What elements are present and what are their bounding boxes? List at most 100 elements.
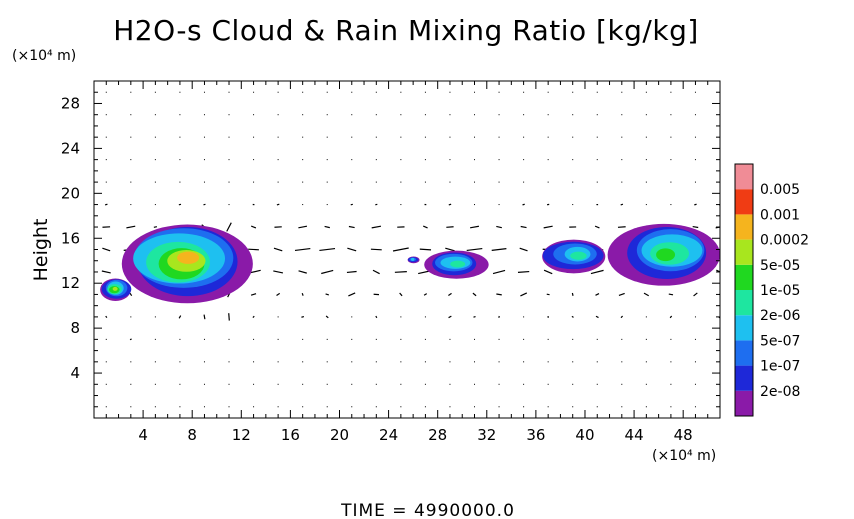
wind-dot [596,91,598,93]
wind-arrow [620,203,624,206]
wind-dot [302,204,304,206]
wind-dot [424,159,426,161]
wind-dot [203,383,205,385]
wind-dot [498,91,500,93]
wind-arrow [325,315,329,319]
wind-dot [302,383,304,385]
wind-dot [375,114,377,116]
wind-dot [572,383,574,385]
wind-arrow [321,269,334,275]
wind-dot [694,114,696,116]
wind-arrow [375,315,378,319]
wind-arrow [273,270,284,274]
wind-arrow [466,247,483,252]
wind-dot [277,338,279,340]
wind-dot [302,91,304,93]
wind-dot [351,316,353,318]
wind-dot [351,114,353,116]
wind-arrow [250,225,257,229]
wind-dot [498,136,500,138]
colorbar-label: 5e-07 [760,333,800,349]
wind-dot [400,361,402,363]
wind-dot [523,383,525,385]
wind-arrow [105,315,108,319]
wind-arrow [669,315,673,319]
wind-dot [228,114,230,116]
wind-dot [105,383,107,385]
wind-dot [449,338,451,340]
wind-dot [203,406,205,408]
wind-dot [572,204,574,206]
x-tick-label: 36 [526,426,545,444]
wind-dot [645,316,647,318]
wind-dot [400,204,402,206]
wind-arrow [522,203,525,206]
colorbar-swatch [735,164,753,190]
wind-dot [326,204,328,206]
wind-dot [694,91,696,93]
wind-dot [694,406,696,408]
wind-dot [130,91,132,93]
wind-dot [400,338,402,340]
wind-dot [474,136,476,138]
wind-dot [105,406,107,408]
wind-dot [375,338,377,340]
wind-dot [547,383,549,385]
wind-dot [424,316,426,318]
wind-dot [474,181,476,183]
wind-dot [645,114,647,116]
wind-dot [424,181,426,183]
wind-dot [474,91,476,93]
wind-arrow [392,247,409,252]
wind-dot [694,383,696,385]
wind-arrow [301,315,305,318]
wind-dot [424,361,426,363]
wind-arrow [370,248,382,251]
colorbar-swatch [735,290,753,316]
cloud-contour [177,251,200,264]
wind-arrow [273,247,283,252]
wind-arrow [346,270,357,274]
x-tick-label: 40 [575,426,594,444]
wind-arrow [419,248,432,251]
wind-dot [424,136,426,138]
wind-dot [203,338,205,340]
wind-dot [670,181,672,183]
wind-dot [203,114,205,116]
wind-dot [154,159,156,161]
wind-dot [449,361,451,363]
wind-dot [449,383,451,385]
wind-dot [694,361,696,363]
wind-dot [694,338,696,340]
wind-dot [474,204,476,206]
wind-dot [572,136,574,138]
wind-arrow [298,270,307,274]
wind-dot [302,159,304,161]
wind-arrow [371,225,382,229]
wind-dot [645,406,647,408]
wind-dot [596,114,598,116]
wind-dot [351,361,353,363]
wind-dot [351,338,353,340]
wind-dot [203,91,205,93]
colorbar-label: 2e-08 [760,384,800,400]
wind-dot [474,159,476,161]
colorbar-swatch [735,264,753,290]
colorbar-swatch [735,390,753,416]
wind-dot [179,338,181,340]
wind-dot [645,91,647,93]
wind-dot [572,361,574,363]
wind-dot [154,338,156,340]
wind-arrow [423,225,428,229]
wind-arrow [519,247,528,252]
wind-arrow [153,226,158,228]
cloud-contour [570,251,587,260]
cloud-contour [411,257,415,261]
wind-dot [474,406,476,408]
wind-arrow [301,292,304,296]
wind-dot [105,361,107,363]
wind-dot [179,406,181,408]
wind-dot [105,338,107,340]
wind-arrow [399,292,403,297]
